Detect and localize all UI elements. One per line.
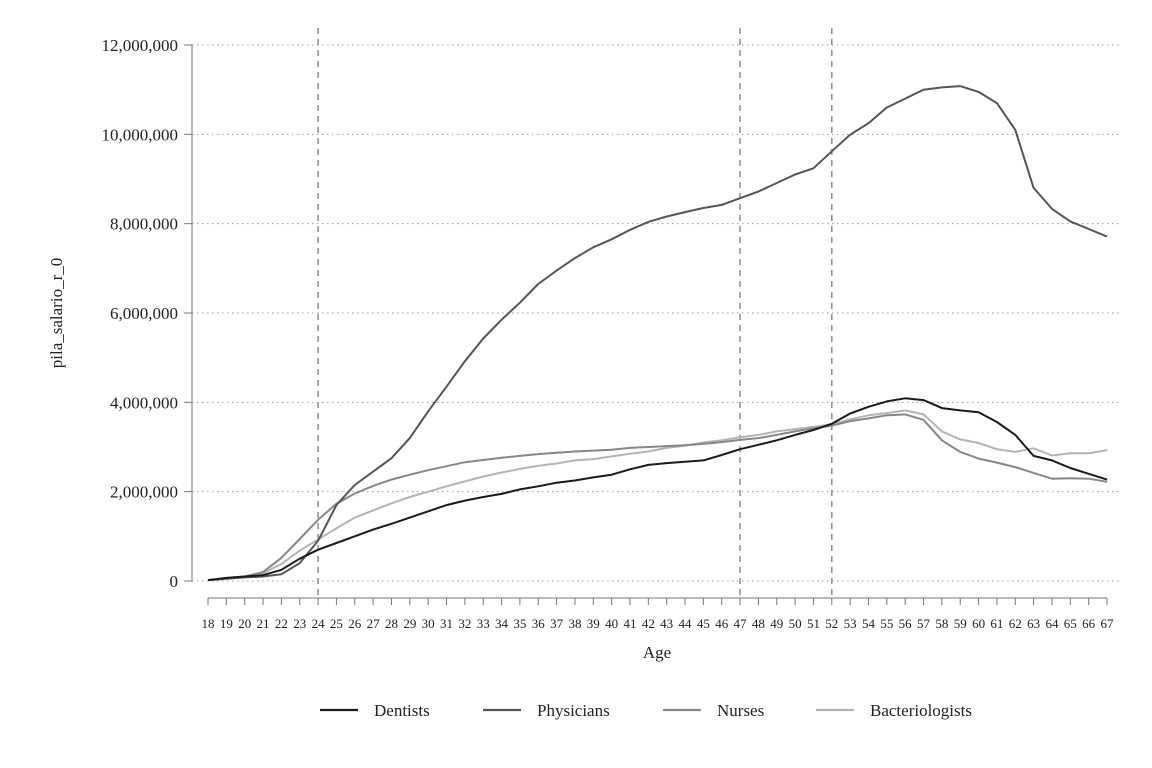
x-tick-label: 54: [862, 616, 876, 631]
x-tick-label: 51: [807, 616, 820, 631]
x-tick-label: 37: [550, 616, 564, 631]
x-tick-label: 47: [734, 616, 748, 631]
x-tick-label: 19: [220, 616, 233, 631]
x-tick-label: 42: [642, 616, 655, 631]
x-tick-label: 18: [202, 616, 215, 631]
x-tick-label: 26: [348, 616, 362, 631]
y-tick-label: 2,000,000: [110, 483, 178, 502]
x-tick-label: 33: [477, 616, 490, 631]
y-tick-label: 12,000,000: [102, 36, 179, 55]
x-tick-label: 27: [367, 616, 381, 631]
x-tick-label: 57: [917, 616, 931, 631]
legend-label-nurses: Nurses: [717, 701, 764, 720]
axes: 0 2,000,000 4,000,000 6,000,000 8,000,000 10,…: [102, 36, 1115, 631]
legend-label-physicians: Physicians: [537, 701, 610, 720]
x-tick-label: 66: [1082, 616, 1096, 631]
x-tick-label: 46: [715, 616, 729, 631]
x-tick-label: 56: [899, 616, 913, 631]
series-line-physicians: [207, 85, 1108, 582]
data-series: [207, 85, 1108, 582]
x-tick-label: 24: [312, 616, 326, 631]
reference-lines: [317, 28, 833, 596]
x-tick-label: 59: [954, 616, 967, 631]
x-tick-label: 67: [1101, 616, 1115, 631]
x-axis-title: Age: [643, 643, 671, 662]
y-tick-label: 0: [170, 572, 179, 591]
x-tick-label: 40: [605, 616, 618, 631]
y-tick-label: 6,000,000: [110, 304, 178, 323]
y-tick-label: 4,000,000: [110, 393, 178, 412]
x-tick-label: 39: [587, 616, 600, 631]
x-tick-label: 30: [422, 616, 435, 631]
legend: Dentists Physicians Nurses Bacteriologists: [320, 701, 972, 720]
x-tick-label: 34: [495, 616, 509, 631]
x-tick-label: 23: [293, 616, 306, 631]
x-tick-label: 52: [825, 616, 838, 631]
x-tick-label: 25: [330, 616, 343, 631]
x-tick-label: 43: [660, 616, 673, 631]
x-tick-label: 50: [789, 616, 802, 631]
x-tick-label: 28: [385, 616, 398, 631]
series-line-dentists: [207, 397, 1108, 582]
x-tick-label: 64: [1045, 616, 1059, 631]
x-tick-label: 55: [880, 616, 893, 631]
x-tick-label: 65: [1064, 616, 1077, 631]
x-tick-label: 62: [1009, 616, 1022, 631]
x-tick-label: 41: [623, 616, 636, 631]
series-line-nurses: [207, 413, 1108, 582]
x-tick-label: 48: [752, 616, 765, 631]
x-tick-label: 45: [697, 616, 710, 631]
gridlines: [192, 44, 1122, 582]
x-tick-label: 44: [679, 616, 693, 631]
x-tick-label: 63: [1027, 616, 1040, 631]
x-tick-label: 60: [972, 616, 985, 631]
x-tick-label: 61: [990, 616, 1003, 631]
y-tick-label: 10,000,000: [102, 125, 179, 144]
x-tick-label: 53: [844, 616, 857, 631]
x-tick-label: 49: [770, 616, 783, 631]
x-tick-label: 38: [568, 616, 581, 631]
x-tick-label: 32: [458, 616, 471, 631]
x-tick-label: 22: [275, 616, 288, 631]
legend-label-bacteriologists: Bacteriologists: [870, 701, 972, 720]
legend-label-dentists: Dentists: [374, 701, 430, 720]
x-tick-label: 21: [257, 616, 270, 631]
y-tick-label: 8,000,000: [110, 215, 178, 234]
x-tick-label: 29: [403, 616, 416, 631]
x-tick-label: 31: [440, 616, 453, 631]
x-tick-label: 36: [532, 616, 546, 631]
x-tick-label: 20: [238, 616, 251, 631]
series-line-bacteriologists: [207, 409, 1108, 582]
x-tick-label: 35: [513, 616, 526, 631]
x-tick-label: 58: [935, 616, 948, 631]
y-axis-title: pila_salario_r_0: [47, 258, 66, 368]
